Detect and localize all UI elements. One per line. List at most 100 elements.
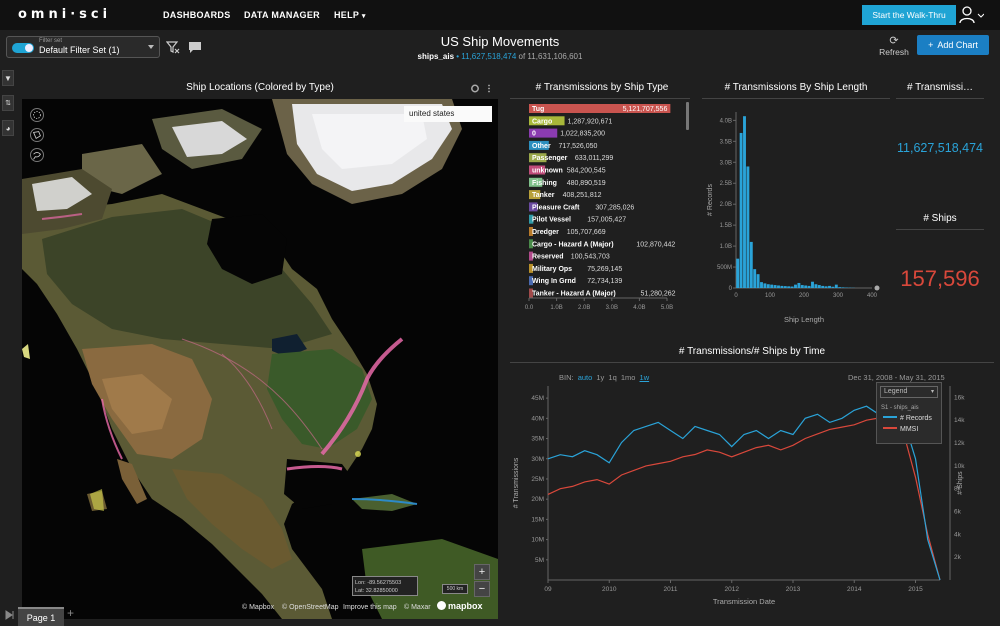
omnisci-logo[interactable]: omni·sci xyxy=(18,7,111,22)
walkthru-button[interactable]: Start the Walk-Thru xyxy=(862,5,956,25)
legend-box[interactable]: Legend ▾ S1 - ships_ais # Records MMSI xyxy=(876,382,942,444)
bin-auto[interactable]: auto xyxy=(578,373,593,382)
nav-data-manager[interactable]: DATA MANAGER xyxy=(244,10,320,20)
layout-toggle[interactable]: ⇅ xyxy=(2,95,14,111)
hist-bar-30[interactable] xyxy=(838,287,841,288)
palette-icon: ◕ xyxy=(6,124,11,133)
hist-bar-0[interactable] xyxy=(736,259,739,288)
map-title[interactable]: Ship Locations (Colored by Type) xyxy=(22,82,498,93)
hist-bar-18[interactable] xyxy=(797,283,800,288)
x-axis-label: Transmission Date xyxy=(713,597,775,606)
kpi1-title[interactable]: # Transmissi… xyxy=(898,82,982,93)
total-count: of 11,631,106,601 xyxy=(519,52,583,61)
time-chart-title[interactable]: # Transmissions/# Ships by Time xyxy=(512,346,992,357)
hist-bar-27[interactable] xyxy=(828,286,831,288)
lasso-freehand-icon[interactable] xyxy=(30,148,44,162)
bin-1w[interactable]: 1w xyxy=(640,373,650,382)
user-menu-icon[interactable] xyxy=(958,6,984,24)
ship-length-histogram[interactable]: 0 500M 1.0B 1.5B 2.0B 2.5B 3.0B 3.5B 4.0B 0 100 200… xyxy=(702,100,894,332)
add-page-icon[interactable]: + xyxy=(67,606,74,620)
bar-value-11: 102,870,442 xyxy=(636,241,675,248)
hist-bar-11[interactable] xyxy=(774,285,777,288)
date-range[interactable]: Dec 31, 2008 - May 31, 2015 xyxy=(848,373,945,382)
y-axis-label: # Records xyxy=(707,184,714,216)
hist-bar-20[interactable] xyxy=(804,285,807,288)
hist-bar-8[interactable] xyxy=(763,283,766,288)
attrib-maxar[interactable]: © Maxar xyxy=(404,604,431,611)
page-tab-1[interactable]: Page 1 xyxy=(18,607,64,626)
hist-bar-19[interactable] xyxy=(801,285,804,288)
bar-label-8: Pleasure Craft xyxy=(532,204,580,211)
lat-readout: Lat: 32.82850000 xyxy=(355,587,415,595)
hist-bar-4[interactable] xyxy=(750,242,753,288)
theme-toggle[interactable]: ◕ xyxy=(2,120,14,136)
hist-bar-29[interactable] xyxy=(835,285,838,288)
bin-1mo[interactable]: 1mo xyxy=(621,373,636,382)
legend-item-mmsi[interactable]: MMSI xyxy=(883,426,918,433)
nav-dashboards[interactable]: DASHBOARDS xyxy=(163,10,231,20)
hist-bar-23[interactable] xyxy=(814,284,817,288)
chart-settings-icon[interactable] xyxy=(470,84,496,93)
scrollbar-thumb[interactable] xyxy=(686,102,689,130)
kpi2-title[interactable]: # Ships xyxy=(898,213,982,224)
hist-bar-1[interactable] xyxy=(740,133,743,288)
attrib-osm[interactable]: © OpenStreetMap xyxy=(282,604,339,611)
y-tick-label-1: 10M xyxy=(531,537,544,544)
hist-bar-22[interactable] xyxy=(811,282,814,288)
hist-bar-15[interactable] xyxy=(787,286,790,288)
lasso-circle-icon[interactable] xyxy=(30,108,44,122)
y2-tick-label-2: 6k xyxy=(954,509,962,516)
hist-bar-5[interactable] xyxy=(753,269,756,288)
attrib-mapbox[interactable]: © Mapbox xyxy=(242,604,274,611)
y-tick-label-4: 25M xyxy=(531,476,544,483)
hist-bar-24[interactable] xyxy=(818,285,821,288)
hist-bar-9[interactable] xyxy=(767,284,770,288)
x-tick-label-2: 2011 xyxy=(664,586,678,593)
y2-tick-label-1: 4k xyxy=(954,531,962,538)
hist-bar-12[interactable] xyxy=(777,285,780,288)
ship-length-chart-title[interactable]: # Transmissions By Ship Length xyxy=(702,82,890,93)
legend-select[interactable]: Legend ▾ xyxy=(880,386,938,398)
hist-bar-16[interactable] xyxy=(791,287,794,288)
hist-bar-25[interactable] xyxy=(821,286,824,288)
add-chart-button[interactable]: + Add Chart xyxy=(917,35,989,55)
hist-bar-14[interactable] xyxy=(784,286,787,288)
bar-label-4: Passenger xyxy=(532,155,568,162)
zoom-in-button[interactable]: + xyxy=(474,564,490,580)
bin-1y[interactable]: 1y xyxy=(596,373,604,382)
hist-bar-17[interactable] xyxy=(794,285,797,288)
hist-bar-3[interactable] xyxy=(746,166,749,288)
hist-bar-10[interactable] xyxy=(770,285,773,288)
hist-bar-26[interactable] xyxy=(825,286,828,288)
hist-bar-21[interactable] xyxy=(808,286,811,288)
dashboard-title[interactable]: US Ship Movements xyxy=(0,34,1000,49)
y-tick-label-6: 3.0B xyxy=(720,160,732,166)
hist-bar-31[interactable] xyxy=(842,287,845,288)
bar-label-9: Pilot Vessel xyxy=(532,217,571,224)
bar-value-0: 5,121,707,556 xyxy=(623,106,668,113)
x-tick-label-2: 2.0B xyxy=(578,305,590,311)
hist-bar-28[interactable] xyxy=(831,287,834,288)
lasso-polygon-icon[interactable] xyxy=(30,128,44,142)
zoom-out-button[interactable]: − xyxy=(474,581,490,597)
legend-item-records[interactable]: # Records xyxy=(883,415,932,422)
attrib-improve[interactable]: Improve this map xyxy=(343,604,397,611)
map-canvas xyxy=(22,99,498,619)
ship-type-chart-title[interactable]: # Transmissions by Ship Type xyxy=(512,82,692,93)
nav-help[interactable]: HELP ▾ xyxy=(334,10,366,20)
hist-bar-7[interactable] xyxy=(760,282,763,288)
x-tick-label-0: 0 xyxy=(734,293,738,299)
bar-value-9: 157,005,427 xyxy=(587,217,626,224)
bin-1q[interactable]: 1q xyxy=(608,373,616,382)
hist-bar-2[interactable] xyxy=(743,116,746,288)
hist-bar-13[interactable] xyxy=(780,286,783,288)
hist-bar-6[interactable] xyxy=(757,274,760,288)
filter-panel-toggle[interactable]: ▼ xyxy=(2,70,14,86)
ship-location-map[interactable] xyxy=(22,99,498,619)
page-nav-icon[interactable] xyxy=(4,609,16,621)
refresh-button[interactable]: ⟳ Refresh xyxy=(876,36,912,57)
ship-type-bar-chart[interactable]: Tug 5,121,707,556 Cargo 1,287,920,671 0 1,022… xyxy=(510,100,696,314)
y-tick-label-8: 45M xyxy=(531,395,544,402)
map-search-input[interactable]: united states xyxy=(404,106,492,122)
bin-selector: BIN: auto 1y 1q 1mo 1w xyxy=(559,373,649,382)
